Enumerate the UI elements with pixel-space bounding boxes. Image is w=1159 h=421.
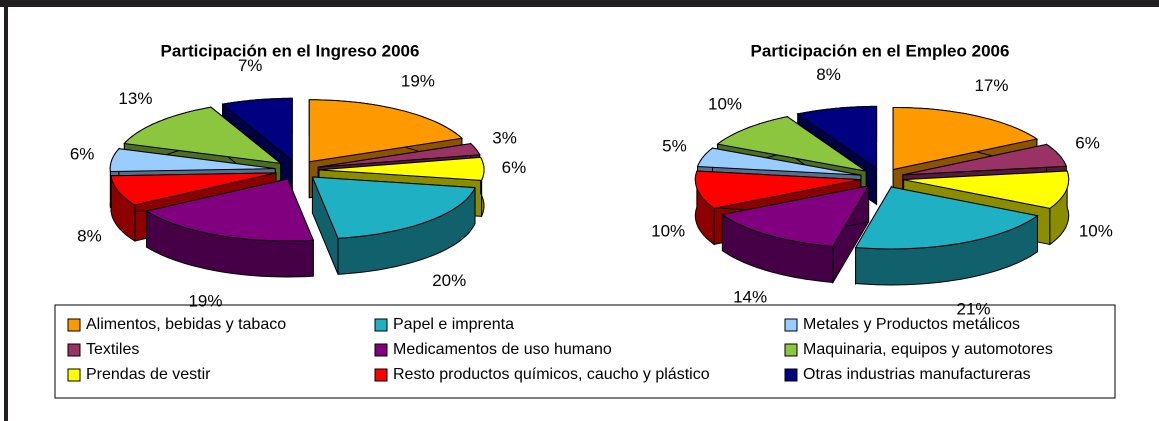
frame-left bbox=[4, 0, 8, 421]
data-label: 7% bbox=[238, 56, 263, 75]
data-label: 3% bbox=[492, 129, 517, 148]
frame-top bbox=[0, 0, 1159, 7]
pie-slice bbox=[854, 186, 1039, 250]
legend-label: Resto productos químicos, caucho y plást… bbox=[393, 366, 710, 383]
pie-slice bbox=[145, 178, 315, 242]
legend-label: Maquinaria, equipos y automotores bbox=[803, 341, 1053, 358]
data-label: 10% bbox=[1079, 222, 1113, 241]
pie-slice bbox=[892, 107, 1039, 171]
legend-swatch bbox=[67, 343, 81, 357]
legend-label: Prendas de vestir bbox=[86, 366, 211, 383]
data-label: 8% bbox=[816, 65, 841, 84]
data-label: 5% bbox=[662, 137, 687, 156]
legend-label: Alimentos, bebidas y tabaco bbox=[86, 316, 286, 333]
legend-label: Medicamentos de uso humano bbox=[393, 341, 612, 358]
legend-swatch bbox=[374, 343, 388, 357]
legend-swatch bbox=[784, 343, 798, 357]
pie-slice bbox=[696, 147, 862, 176]
legend-swatch bbox=[374, 318, 388, 332]
pie-slice bbox=[110, 172, 277, 206]
pie-slice bbox=[903, 170, 1070, 209]
legend-label: Papel e imprenta bbox=[393, 316, 514, 333]
legend-swatch bbox=[67, 318, 81, 332]
legend-box bbox=[54, 304, 1116, 399]
pie-slice bbox=[721, 185, 870, 247]
data-label: 14% bbox=[733, 288, 767, 307]
chart-title: Participación en el Ingreso 2006 bbox=[161, 41, 420, 60]
pie-slice bbox=[796, 105, 878, 170]
legend-swatch bbox=[784, 368, 798, 382]
data-label: 6% bbox=[70, 145, 95, 164]
pie-slice bbox=[317, 143, 481, 168]
data-label: 6% bbox=[1075, 134, 1100, 153]
data-label: 10% bbox=[651, 222, 685, 241]
data-label: 19% bbox=[401, 72, 435, 91]
pie-slice bbox=[902, 143, 1067, 176]
pie-slice bbox=[716, 116, 867, 172]
legend-swatch bbox=[67, 368, 81, 382]
legend-label: Otras industrias manufactureras bbox=[803, 366, 1031, 383]
pie-slice bbox=[109, 148, 276, 173]
data-label: 19% bbox=[188, 292, 222, 311]
data-label: 8% bbox=[77, 226, 102, 245]
legend-label: Textiles bbox=[86, 341, 139, 358]
data-label: 13% bbox=[118, 89, 152, 108]
data-label: 6% bbox=[502, 158, 527, 177]
pie-slice bbox=[221, 97, 293, 162]
pie-slice bbox=[694, 170, 861, 209]
pie-slice bbox=[318, 156, 485, 181]
legend-swatch bbox=[784, 318, 798, 332]
chart-title: Participación en el Empleo 2006 bbox=[751, 41, 1010, 60]
legend-swatch bbox=[374, 368, 388, 382]
pie-slice bbox=[311, 176, 476, 239]
data-label: 17% bbox=[974, 76, 1008, 95]
legend-label: Metales y Productos metálicos bbox=[803, 316, 1020, 333]
data-label: 21% bbox=[957, 300, 991, 319]
data-label: 10% bbox=[708, 94, 742, 113]
pie-slice bbox=[123, 106, 283, 165]
data-label: 20% bbox=[432, 271, 466, 290]
pie-slice bbox=[308, 99, 464, 163]
